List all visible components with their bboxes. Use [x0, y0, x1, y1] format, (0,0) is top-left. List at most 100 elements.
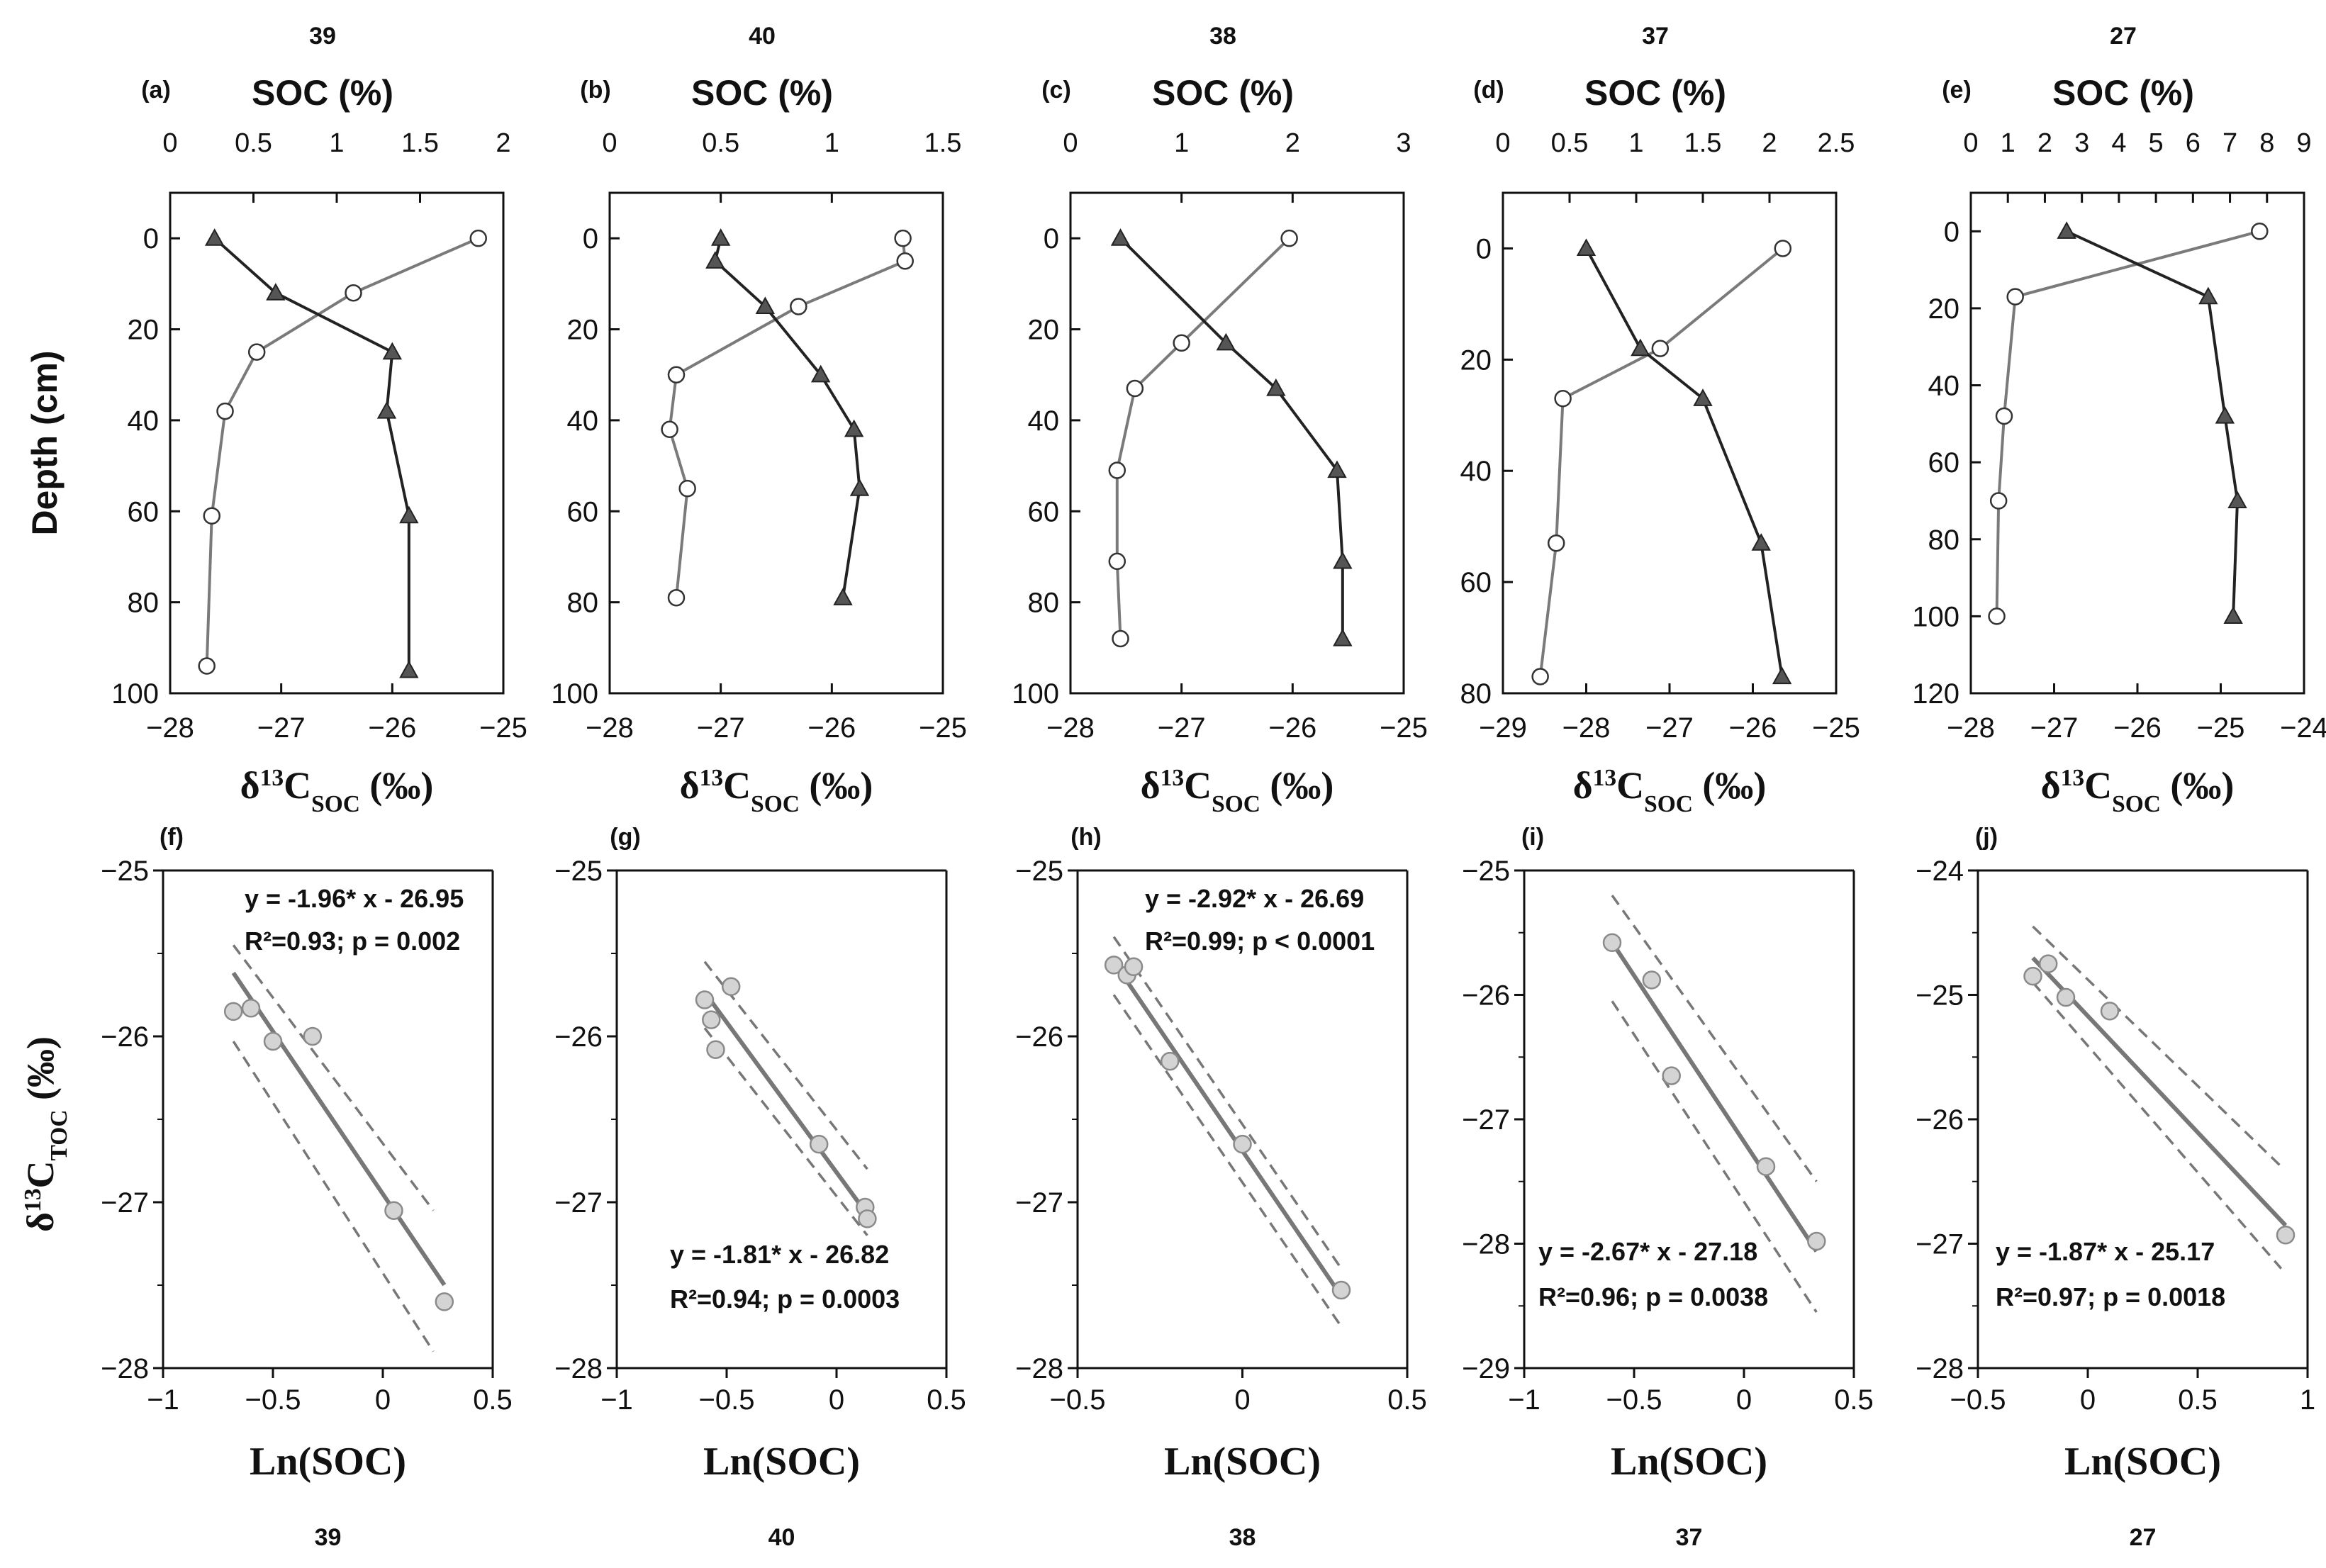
delta-tick-label: −25 [101, 856, 149, 887]
ci-upper-line [703, 961, 868, 1170]
lnsoc-tick-label: 0 [2080, 1384, 2096, 1416]
data-point [1160, 1051, 1180, 1071]
depth-axis-title: Depth (cm) [25, 350, 65, 535]
delta13c-soc-axis-title: δ13CSOC (‰) [2041, 764, 2235, 817]
lnsoc-tick-label: 0.5 [2178, 1384, 2218, 1416]
panel-letter: (c) [1041, 77, 1071, 103]
delta-tick-label: −26 [1268, 712, 1316, 744]
soc-circle-marker [667, 366, 686, 383]
lnsoc-tick-label: 0 [1234, 1384, 1250, 1416]
delta13c-triangle-marker [849, 478, 870, 496]
depth-tick-label: 60 [567, 496, 599, 527]
ci-lower-line [703, 1027, 868, 1236]
delta13c-soc-axis-title: δ13CSOC (‰) [240, 764, 434, 817]
delta13c-triangle-marker [2198, 286, 2218, 305]
delta-tick-label: −27 [2030, 712, 2079, 744]
site-number: 37 [1676, 1524, 1703, 1551]
regression-fit-line [703, 990, 869, 1216]
ci-lower-line [2032, 981, 2283, 1270]
delta13c-triangle-marker [1327, 460, 1347, 478]
soc-circle-marker [1108, 461, 1126, 479]
delta-tick-label: −29 [1479, 712, 1527, 744]
depth-tick-label: 40 [1028, 405, 1060, 437]
depth-tick-label: 0 [583, 223, 598, 254]
soc-tick-label: 2 [496, 128, 510, 158]
soc-tick-label: 0.5 [235, 128, 272, 158]
depth-tick-label: 80 [1028, 588, 1060, 619]
depth-tick-label: 100 [1912, 601, 1959, 632]
depth-tick-label: 20 [128, 315, 160, 346]
delta-tick-label: −26 [368, 712, 416, 744]
delta13c-soc-axis-title: δ13CSOC (‰) [680, 764, 873, 817]
delta13c-triangle-marker [204, 228, 225, 246]
depth-tick-label: 80 [1460, 678, 1492, 710]
soc-tick-label: 2.5 [1818, 128, 1855, 158]
regression-fit-line [1112, 961, 1343, 1298]
depth-tick-label: 20 [567, 315, 599, 346]
depth-tick-label: 100 [551, 678, 598, 710]
delta13c-triangle-marker [705, 251, 725, 269]
delta13c-triangle-marker [2215, 405, 2235, 424]
soc-circle-marker [1280, 229, 1298, 247]
delta-tick-label: −25 [479, 712, 527, 744]
delta-tick-label: −27 [101, 1187, 149, 1219]
delta-tick-label: −25 [1462, 856, 1510, 887]
soc-tick-label: 2 [1285, 128, 1300, 158]
site-number: 38 [1209, 23, 1236, 50]
depth-tick-label: 40 [567, 405, 599, 437]
lnsoc-axis-title: Ln(SOC) [250, 1440, 406, 1484]
lnsoc-tick-label: −0.5 [245, 1384, 301, 1416]
soc-circle-marker [894, 229, 912, 247]
delta-tick-label: −25 [1380, 712, 1428, 744]
soc-circle-marker [790, 298, 807, 315]
soc-tick-label: 0.5 [1551, 128, 1589, 158]
soc-tick-label: 2 [1762, 128, 1777, 158]
soc-circle-marker [1989, 492, 2008, 510]
depth-tick-label: 0 [1044, 223, 1059, 254]
soc-axis-title: SOC (%) [1584, 73, 1726, 113]
delta13c-triangle-marker [399, 505, 419, 524]
delta13c-triangle-marker [1333, 628, 1353, 646]
soc-series-line [1115, 237, 1291, 639]
depth-tick-label: 100 [111, 678, 159, 710]
soc-series-line [1995, 230, 2260, 617]
soc-circle-marker [1126, 379, 1144, 398]
delta-tick-label: −28 [1916, 1353, 1964, 1384]
soc-circle-marker [1554, 389, 1572, 408]
delta13c-triangle-marker [1631, 338, 1650, 357]
soc-circle-marker [2006, 288, 2024, 306]
regression-stats: R²=0.93; p = 0.002 [245, 926, 460, 956]
soc-circle-marker [1988, 607, 2006, 625]
delta13c-series-line [1119, 237, 1344, 639]
data-point [858, 1209, 877, 1228]
ci-upper-line [1611, 895, 1818, 1182]
ci-upper-line [1112, 936, 1343, 1270]
delta-tick-label: −28 [586, 712, 634, 744]
regression-equation: y = -1.81* x - 26.82 [670, 1240, 889, 1269]
delta13c-triangle-marker [833, 588, 853, 605]
depth-tick-label: 80 [1928, 525, 1960, 556]
soc-circle-marker [661, 420, 678, 438]
soc-axis-title: SOC (%) [1152, 73, 1294, 113]
soc-tick-label: 1 [1174, 128, 1189, 158]
delta-tick-label: −26 [807, 712, 856, 744]
plot-frame [608, 191, 944, 695]
depth-tick-label: 20 [1460, 345, 1492, 376]
soc-axis-title: SOC (%) [691, 73, 833, 113]
ci-lower-line [232, 1041, 435, 1353]
depth-tick-label: 60 [1460, 567, 1492, 598]
soc-tick-label: 2 [2037, 128, 2052, 158]
delta-tick-label: −25 [1812, 712, 1860, 744]
soc-circle-marker [203, 507, 220, 525]
lnsoc-axis-title: Ln(SOC) [1611, 1440, 1767, 1484]
soc-tick-label: 0 [1495, 128, 1510, 158]
delta-tick-label: −26 [101, 1021, 149, 1053]
soc-tick-label: 6 [2186, 128, 2201, 158]
lnsoc-tick-label: 0.5 [1387, 1384, 1427, 1416]
data-point [1807, 1231, 1826, 1251]
delta13c-triangle-marker [1266, 378, 1286, 396]
panel-letter: (a) [141, 77, 171, 103]
delta13c-triangle-marker [810, 364, 831, 383]
ci-lower-line [1112, 994, 1343, 1328]
delta-tick-label: −27 [554, 1187, 603, 1219]
